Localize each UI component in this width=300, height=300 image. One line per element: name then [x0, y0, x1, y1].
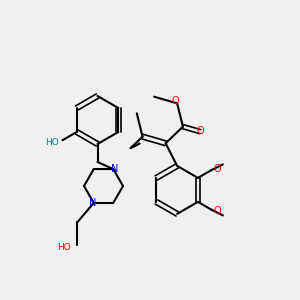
- Text: HO: HO: [58, 243, 71, 252]
- Text: N: N: [111, 164, 118, 174]
- Text: O: O: [214, 206, 221, 216]
- Text: N: N: [88, 198, 96, 208]
- Text: O: O: [172, 96, 179, 106]
- Text: O: O: [197, 126, 205, 136]
- Text: O: O: [214, 164, 221, 174]
- Text: HO: HO: [46, 137, 59, 147]
